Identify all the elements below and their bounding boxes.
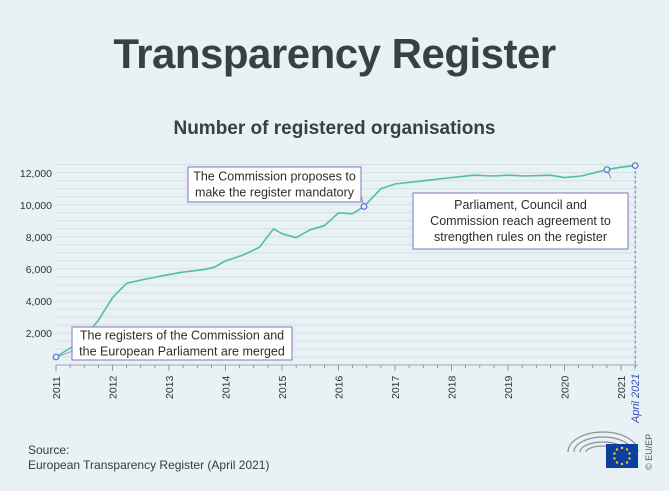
page-title: Transparency Register — [113, 30, 556, 77]
y-tick-label: 12,000 — [20, 168, 52, 180]
x-tick-label: 2013 — [164, 375, 176, 399]
source-label: Source: — [28, 443, 70, 457]
source-note: Source: European Transparency Register (… — [28, 443, 269, 473]
annotation-box — [71, 326, 293, 361]
event-marker — [603, 166, 611, 174]
annotation-text: The Commission proposes to — [193, 170, 356, 184]
series-line — [55, 164, 636, 358]
annotation-text: strengthen rules on the register — [434, 230, 607, 244]
x-tick-label: 2015 — [277, 375, 289, 399]
x-tick-label: 2012 — [108, 375, 120, 399]
event-marker — [52, 353, 60, 361]
ep-logo-icon — [567, 431, 639, 468]
y-tick-label: 8,000 — [26, 232, 52, 244]
annotation-text: The registers of the Commission and — [80, 329, 284, 343]
y-tick-label: 10,000 — [20, 200, 52, 212]
annotation-box — [412, 192, 629, 250]
event-marker — [360, 203, 368, 210]
x-tick-label: 2016 — [334, 375, 346, 399]
x-tick-label: 2011 — [51, 376, 63, 399]
annotation-text: Commission reach agreement to — [430, 214, 611, 228]
annotation-box — [187, 166, 362, 203]
annotation-text: Parliament, Council and — [454, 198, 587, 212]
annotation-text: the European Parliament are merged — [79, 345, 285, 359]
x-tick-label: 2021 — [616, 375, 628, 399]
source-text: European Transparency Register (April 20… — [28, 458, 270, 472]
event-marker — [631, 162, 639, 170]
y-tick-label: 6,000 — [26, 264, 52, 276]
chart-title: Number of registered organisations — [173, 118, 496, 139]
copyright-credit: © EU/EP — [644, 433, 654, 470]
x-tick-label: 2020 — [560, 375, 572, 399]
x-tick-label: 2019 — [503, 375, 515, 399]
y-tick-label: 4,000 — [26, 296, 52, 308]
april-2021-label: April 2021 — [630, 373, 642, 424]
annotation-text: make the register mandatory — [195, 186, 355, 200]
x-tick-label: 2017 — [390, 375, 402, 399]
x-tick-label: 2014 — [221, 375, 233, 399]
x-tick-label: 2018 — [447, 375, 459, 399]
y-tick-label: 2,000 — [26, 328, 52, 340]
